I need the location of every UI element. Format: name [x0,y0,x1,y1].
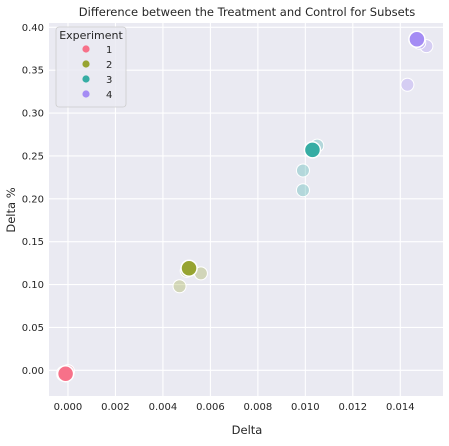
y-tick-label: 0.40 [22,23,44,34]
legend-label: 1 [106,45,112,56]
legend-marker [82,90,90,98]
x-tick-label: 0.006 [196,402,225,413]
legend: Experiment 1 2 3 4 [55,26,127,108]
grid-lines [49,23,443,396]
y-tick-label: 0.10 [22,280,44,291]
x-tick-label: 0.010 [291,402,320,413]
subset-point [400,77,415,92]
x-tick-label: 0.002 [101,402,130,413]
subset-point [295,183,310,198]
overall-point [408,30,426,49]
y-axis-ticks: 0.00 0.05 0.10 0.15 0.20 0.25 0.30 0.35 0.40 [22,23,44,377]
x-tick-label: 0.012 [338,402,367,413]
y-axis-label: Delta % [4,187,18,232]
y-tick-label: 0.00 [22,366,44,377]
x-tick-label: 0.008 [244,402,273,413]
legend-items: 1 2 3 4 [82,45,112,101]
x-tick-label: 0.014 [386,402,415,413]
legend-label: 3 [106,75,112,86]
y-tick-label: 0.20 [22,194,44,205]
y-tick-label: 0.15 [22,237,44,248]
x-tick-label: 0.000 [54,402,83,413]
legend-marker [82,75,90,83]
data-points [56,30,434,383]
overall-point [303,141,322,159]
legend-title: Experiment [59,29,123,42]
y-tick-label: 0.05 [22,323,44,334]
x-tick-label: 0.004 [149,402,178,413]
legend-marker [82,45,90,53]
y-tick-label: 0.30 [22,109,44,120]
subset-point [172,279,187,294]
legend-label: 2 [106,60,112,71]
y-tick-label: 0.35 [22,66,44,77]
legend-label: 4 [106,90,112,101]
legend-box [55,26,127,108]
x-axis-ticks: 0.000 0.002 0.004 0.006 0.008 0.010 0.012 0.014 [54,402,415,413]
legend-marker [82,60,90,68]
overall-point [56,364,75,383]
chart-title: Difference between the Treatment and Con… [79,5,415,19]
subset-point [295,163,310,178]
x-axis-label: Delta [232,423,263,437]
y-tick-label: 0.25 [22,151,44,162]
overall-point [180,259,198,277]
